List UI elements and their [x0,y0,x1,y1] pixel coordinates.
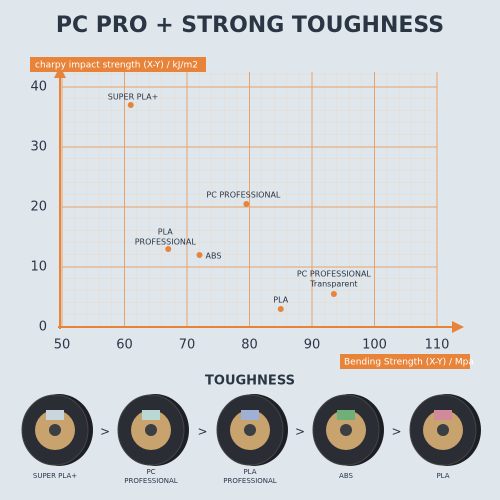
x-axis-label: Bending Strength (X-Y) / Mpa [344,358,474,368]
chart-title: PC PRO + STRONG TOUGHNESS [56,13,444,38]
separator: > [391,425,401,439]
y-arrow [54,66,66,78]
x-tick-label: 60 [116,338,133,353]
point [243,201,250,207]
spool-sticker [337,410,355,420]
y-tick-label: 40 [30,80,47,95]
spool-hole [145,424,157,436]
spool-sticker [434,410,452,420]
point-label: PLA [158,228,173,237]
spool-hole [340,424,352,436]
separator: > [295,425,305,439]
point-label: Transparent [309,280,357,289]
spool-caption: PROFESSIONAL [223,477,277,485]
spool-caption: PLA [243,468,256,476]
point [127,102,134,108]
separator: > [197,425,207,439]
point [196,252,203,258]
y-tick-label: 30 [30,140,47,155]
x-arrow [452,321,464,333]
y-label-box [30,57,206,72]
point-label: PROFESSIONAL [135,238,197,247]
spool-caption: PROFESSIONAL [124,477,178,485]
y-axis-label: charpy impact strength (X-Y) / kJ/m2 [35,61,198,71]
x-tick-label: 50 [54,338,71,353]
x-tick-label: 100 [362,338,387,353]
point [330,291,337,297]
x-tick-label: 70 [179,338,196,353]
x-tick-label: 90 [304,338,321,353]
spool-sticker [142,410,160,420]
x-tick-label: 110 [425,338,450,353]
point [165,246,172,252]
x-label-box [340,354,470,369]
spool-sticker [241,410,259,420]
point-label: ABS [206,252,222,261]
spool-caption: PLA [436,472,449,480]
spool-sticker [46,410,64,420]
spool-hole [244,424,256,436]
point-label: SUPER PLA+ [108,93,159,102]
y-tick-label: 0 [39,320,47,335]
point-label: PC PROFESSIONAL [297,270,372,279]
spool-caption: PC [146,468,155,476]
spool-caption: ABS [339,472,353,480]
y-tick-label: 20 [30,200,47,215]
spool-caption: SUPER PLA+ [33,472,77,480]
spool-hole [437,424,449,436]
x-tick-label: 80 [241,338,258,353]
separator: > [100,425,110,439]
point-label: PLA [273,296,288,305]
toughness-title: TOUGHNESS [205,374,295,389]
y-tick-label: 10 [30,260,47,275]
spool-hole [49,424,61,436]
point [277,306,284,312]
point-label: PC PROFESSIONAL [206,191,281,200]
